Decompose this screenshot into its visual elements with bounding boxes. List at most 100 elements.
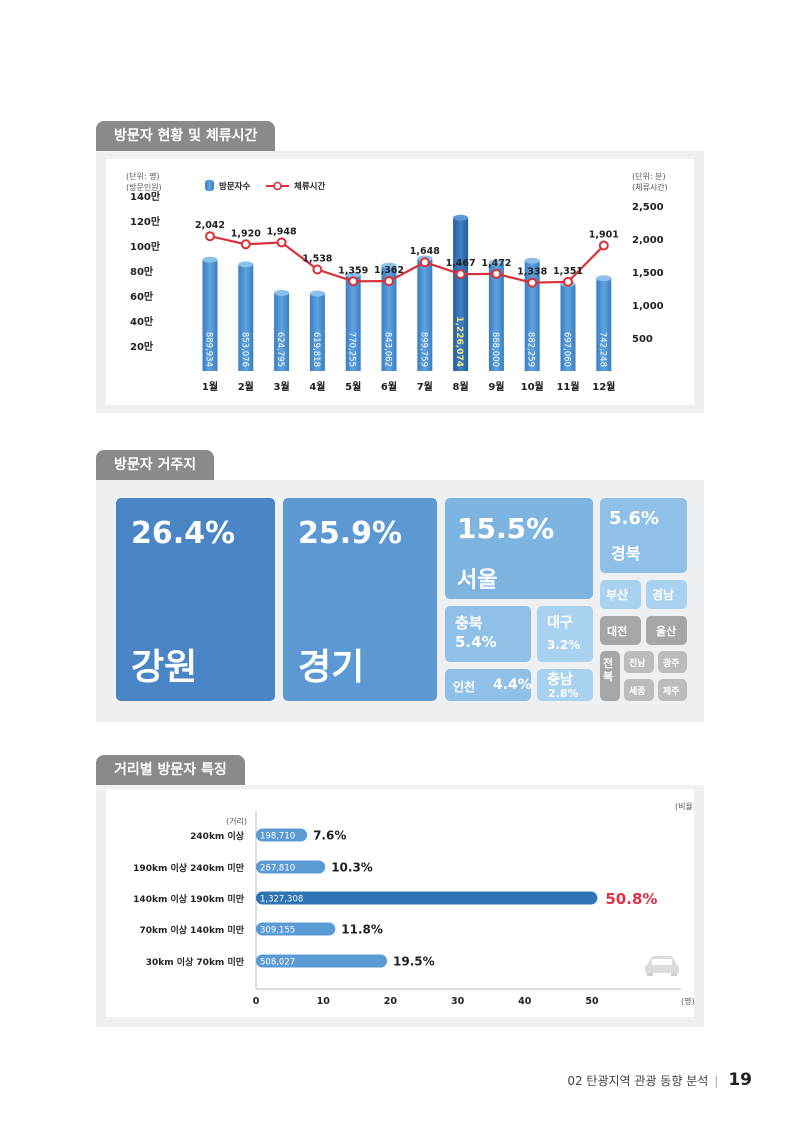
distance-category-label: 30km 이상 70km 미만	[146, 956, 245, 968]
stay-time-label: 1,467	[446, 258, 476, 269]
visitor-bar-value-label: 899,759	[418, 332, 428, 367]
visitor-bar-cap	[381, 262, 397, 269]
visitor-bar	[560, 283, 576, 371]
left-tick-label: 20만	[130, 340, 154, 353]
month-label: 2월	[238, 381, 254, 393]
treemap-pct-label: 25.9%	[298, 516, 403, 551]
visitor-bar	[238, 264, 254, 371]
ratio-label: (비율)	[675, 802, 694, 811]
treemap-region-label: 강원	[131, 647, 198, 688]
stay-time-label: 1,351	[553, 266, 583, 277]
car-wheel	[671, 973, 677, 976]
visitor-bar-cap	[488, 259, 504, 266]
right-tick-label: 500	[632, 334, 653, 345]
treemap-region-label: 전남	[629, 659, 646, 669]
stay-time-label: 1,648	[410, 246, 440, 257]
treemap-region-label: 경기	[298, 647, 365, 688]
distance-bar	[256, 954, 388, 968]
treemap-region-label: 광주	[663, 659, 680, 669]
visitor-bar-cap	[345, 271, 361, 278]
stay-time-point	[384, 276, 394, 287]
treemap-tile: 대구 3.2%	[537, 606, 593, 662]
treemap-region-label: 울산	[656, 625, 677, 638]
stay-time-label: 1,901	[589, 230, 619, 241]
month-label: 11월	[556, 381, 579, 393]
treemap-tile: 경기 25.9%	[283, 498, 437, 701]
left-tick-label: 60만	[130, 290, 154, 303]
stay-time-point	[491, 268, 502, 279]
visitor-bar-value-label: 889,934	[204, 332, 214, 367]
stay-time-point	[276, 237, 287, 248]
visitor-bar-value-label: 624,795	[275, 332, 285, 367]
treemap-region-label: 제주	[663, 687, 680, 697]
x-tick-label: 40	[518, 996, 532, 1007]
stay-time-point	[527, 277, 538, 288]
visitor-bar-value-label: 742,248	[597, 332, 607, 367]
right-tick-label: 1,000	[632, 301, 664, 312]
distance-bar	[256, 891, 598, 905]
treemap-region-label: 충북	[455, 614, 483, 632]
month-label: 12월	[592, 381, 615, 393]
left-tick-label: 40만	[130, 315, 154, 328]
treemap-tile: 전북	[600, 651, 620, 701]
legend-bar-label: 방문자수	[219, 181, 250, 192]
month-label: 4월	[309, 381, 325, 393]
treemap-tile: 대전	[600, 616, 641, 645]
month-label: 5월	[345, 381, 361, 393]
stay-time-point	[455, 269, 466, 280]
visitor-bar-cap	[274, 289, 290, 296]
treemap-tile: 강원 26.4%	[116, 498, 275, 701]
treemap-tile: 제주	[658, 679, 687, 701]
distance-count-label: 508,027	[260, 958, 295, 968]
treemap-tile: 인천 4.4%	[445, 669, 532, 701]
left-tick-label: 80만	[130, 265, 154, 278]
visitor-bar-value-label: 882,259	[526, 332, 536, 367]
distance-pct-label: 19.5%	[393, 955, 435, 969]
x-axis-label: (명)	[681, 996, 694, 1006]
visitor-bar-value-label: 770,255	[347, 332, 357, 367]
treemap-region-label: 경북	[611, 544, 641, 563]
stay-time-label: 2,042	[195, 220, 225, 231]
distance-count-label: 198,710	[260, 832, 295, 842]
right-axis-label: (체류시간)	[632, 182, 668, 192]
treemap-tile: 전남	[624, 651, 654, 673]
right-tick-label: 1,500	[632, 268, 664, 279]
treemap-tile: 충남 2.8%	[537, 669, 593, 701]
stay-time-label: 1,948	[267, 226, 297, 237]
right-tick-label: 2,500	[632, 202, 664, 213]
visitors-section-title: 방문자 현황 및 체류시간	[96, 121, 276, 151]
treemap-tile: 부산	[600, 580, 641, 609]
distance-category-label: 140km 이상 190km 미만	[133, 893, 245, 905]
month-label: 7월	[417, 381, 433, 393]
treemap-pct-label: 5.4%	[455, 633, 497, 651]
treemap-region-label: 세종	[629, 687, 646, 697]
stay-time-line	[209, 235, 605, 284]
treemap-pct-label: 15.5%	[457, 512, 555, 545]
stay-time-point	[348, 276, 359, 287]
treemap-region-label: 경남	[652, 588, 675, 602]
car-icon	[645, 956, 679, 976]
distance-pct-label: 50.8%	[605, 890, 657, 908]
treemap-region-label: 대구	[547, 615, 573, 631]
visitor-bar-value-label: 1,226,074	[454, 316, 464, 367]
stay-time-label: 1,472	[481, 258, 511, 269]
visitors-chart: (단위: 명)(방문인원) (단위: 분)(체류시간) 140만 120만 100만 80…	[126, 171, 668, 393]
stay-time-label: 1,338	[517, 267, 547, 278]
stay-time-point	[240, 239, 251, 250]
treemap-pct-label: 2.8%	[548, 687, 579, 700]
visitor-bar-cap	[238, 261, 254, 268]
distance-count-label: 309,155	[260, 926, 295, 936]
car-window	[652, 959, 672, 965]
visitor-bar-cap	[524, 257, 540, 264]
treemap-region-label: 대전	[607, 625, 628, 638]
left-tick-label: 120만	[130, 215, 161, 228]
treemap-region-label: 충남	[547, 672, 573, 688]
visitor-bar	[345, 274, 361, 371]
distance-bar	[256, 860, 326, 874]
distance-bar	[256, 828, 308, 842]
distance-panel: (거리) (비율) (명) 0 10 20 30 40 50 240km 이상 198,710 7.6…	[96, 785, 704, 1027]
visitor-bar-value-label: 619,818	[311, 332, 321, 367]
visitors-chart-area: (단위: 명) (방문인원) (단위: 분) (체류시간) 140만 120만 100만 80…	[106, 159, 694, 405]
visitor-bar-value-label: 843,062	[383, 332, 393, 367]
visitor-bar-cap	[596, 275, 612, 282]
